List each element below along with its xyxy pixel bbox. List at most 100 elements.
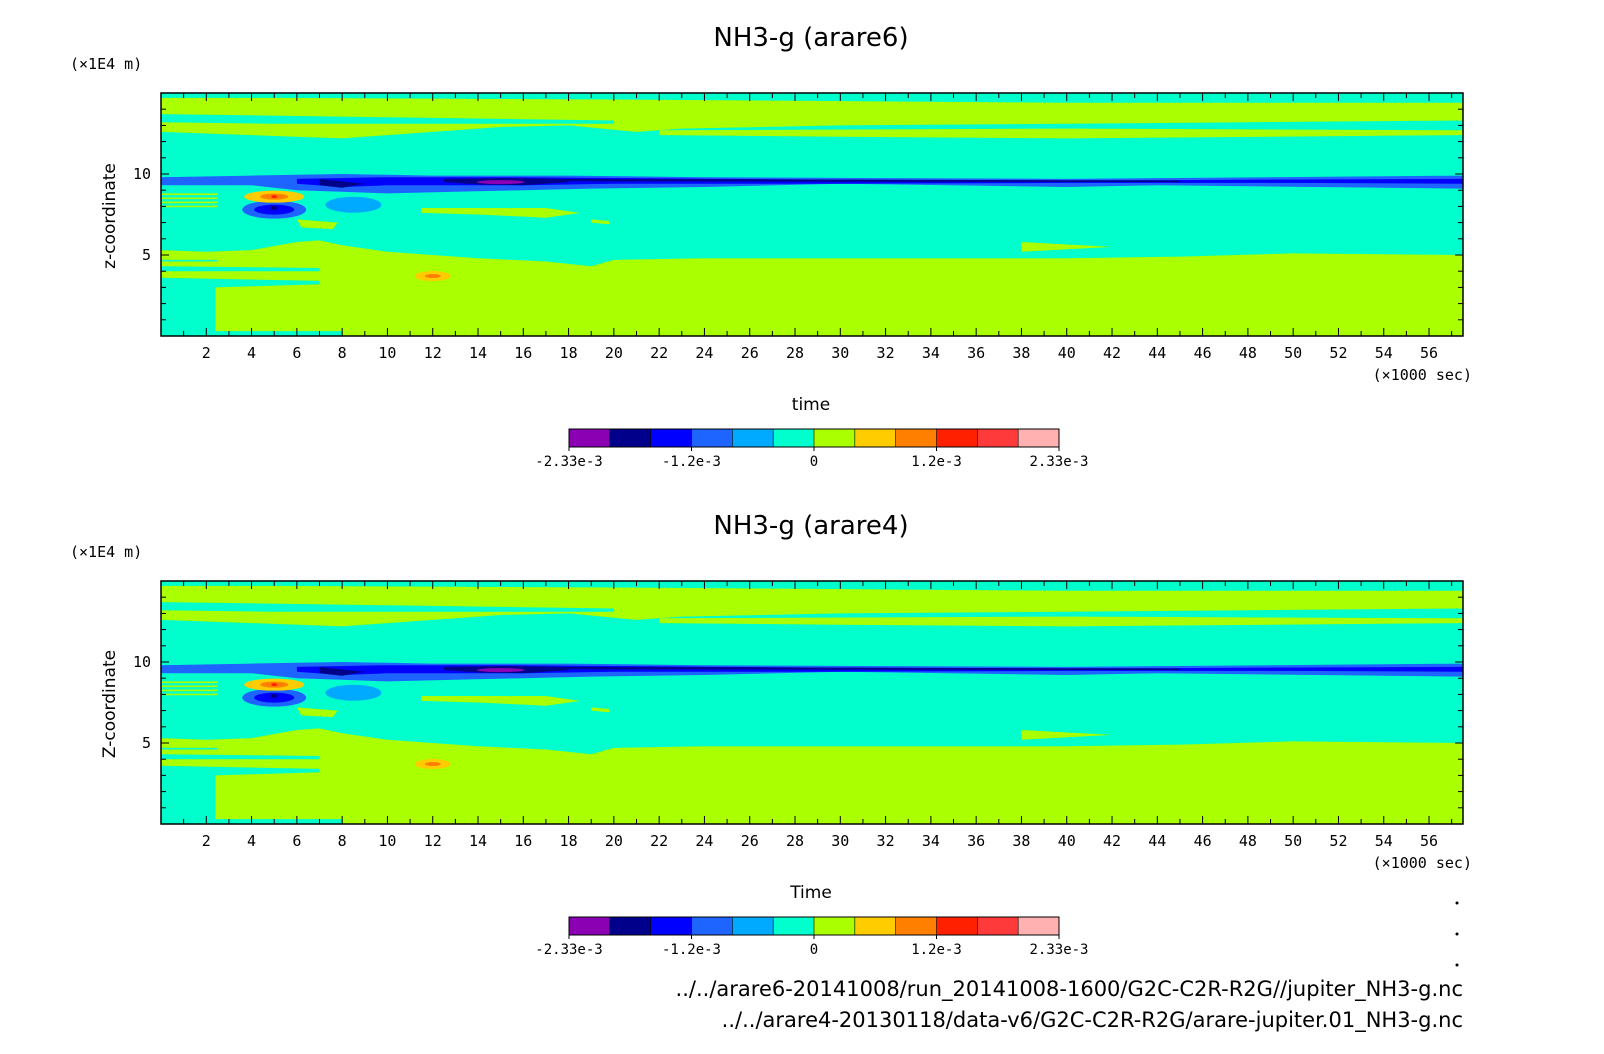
x-tick-label: 12 <box>424 344 442 362</box>
contour-band-lime <box>659 616 1463 627</box>
x-tick-label: 10 <box>378 832 396 850</box>
contour-plot-area: 2 4 6 8 10 12 14 16 18 20 22 24 26 28 30 32 34 36 38 40 42 44… <box>133 92 1464 362</box>
x-tick-label: 56 <box>1420 832 1438 850</box>
contour-band-cyan <box>161 277 320 336</box>
contour-band-cyan <box>161 114 614 124</box>
colorbar: -2.33e-3 -1.2e-3 0 1.2e-3 2.33e-3 <box>535 428 1089 470</box>
x-tick-label: 30 <box>831 344 849 362</box>
contour-band-lime <box>421 208 580 218</box>
y-unit-label: (×1E4 m) <box>70 543 142 561</box>
plot-frame <box>160 92 1464 337</box>
x-tick-label: 20 <box>605 832 623 850</box>
x-tick-label: 56 <box>1420 344 1438 362</box>
colorbar-swatch <box>732 429 774 447</box>
x-tick-label: 22 <box>650 832 668 850</box>
x-tick-label: 48 <box>1239 832 1257 850</box>
contour-band-cyan <box>161 765 320 824</box>
contour-band-lime <box>161 693 218 696</box>
colorbar-swatch <box>691 429 733 447</box>
colorbar-swatch <box>895 429 937 447</box>
colorbar-swatch <box>773 429 815 447</box>
colorbar-tick-label: 1.2e-3 <box>911 942 962 958</box>
contour-band-lime <box>161 681 218 684</box>
colorbar-tick-label: -2.33e-3 <box>535 942 602 958</box>
colorbar-swatch <box>854 917 897 935</box>
x-tick-label: 4 <box>247 344 256 362</box>
contour-band-lime <box>296 707 338 718</box>
marker-dot <box>1455 963 1459 967</box>
contour-cell-purple <box>476 180 525 185</box>
x-tick-label: 32 <box>877 344 895 362</box>
x-tick-label: 52 <box>1329 832 1347 850</box>
x-tick-label: 18 <box>560 832 578 850</box>
x-tick-label: 30 <box>831 832 849 850</box>
contour-cell-red <box>271 683 278 687</box>
colorbar-tick-label: 0 <box>810 942 818 958</box>
x-tick-label: 12 <box>424 832 442 850</box>
x-tick-label: 40 <box>1058 832 1076 850</box>
colorbar-swatch <box>650 429 692 447</box>
contour-band-lime <box>591 219 610 225</box>
x-unit-label: (×1000 sec) <box>1373 854 1472 872</box>
contour-cell-navy <box>270 206 279 211</box>
contour-cell-purple <box>476 668 525 673</box>
x-tick-label: 24 <box>695 344 713 362</box>
colorbar-swatch <box>609 917 652 935</box>
x-axis-label: Time <box>789 883 832 903</box>
x-tick-label: 18 <box>560 344 578 362</box>
x-tick-label: 46 <box>1194 344 1212 362</box>
contour-band-navy <box>319 178 365 188</box>
x-tick-label: 36 <box>967 832 985 850</box>
x-tick-label: 52 <box>1329 344 1347 362</box>
contour-band-cyan <box>161 581 1463 591</box>
x-tick-label: 54 <box>1375 832 1393 850</box>
y-unit-label: (×1E4 m) <box>70 55 142 73</box>
chart-title: NH3-g (arare4) <box>713 511 908 541</box>
x-tick-label: 2 <box>202 832 211 850</box>
x-tick-label: 50 <box>1284 344 1302 362</box>
contour-band-lime <box>161 205 218 208</box>
colorbar-swatch <box>1018 917 1060 935</box>
contour-band-cyan <box>161 180 1463 267</box>
colorbar-tick-label: 2.33e-3 <box>1029 454 1088 470</box>
x-tick-label: 48 <box>1239 344 1257 362</box>
colorbar-swatch <box>977 917 1019 935</box>
contour-band-lime <box>1021 730 1112 740</box>
colorbar-swatch <box>732 917 774 935</box>
colorbar-tick-label: 1.2e-3 <box>911 454 962 470</box>
chart-title: NH3-g (arare6) <box>713 23 908 53</box>
colorbar-swatch <box>691 917 733 935</box>
colorbar-tick-label: -2.33e-3 <box>535 454 602 470</box>
x-tick-label: 44 <box>1148 344 1166 362</box>
x-tick-label: 42 <box>1103 344 1121 362</box>
x-unit-label: (×1000 sec) <box>1373 366 1472 384</box>
x-tick-label: 32 <box>877 832 895 850</box>
colorbar-swatch <box>936 429 978 447</box>
contour-band-lime <box>161 689 218 692</box>
contour-band-navy <box>319 666 365 676</box>
marker-dot <box>1455 932 1459 936</box>
colorbar-swatch <box>814 917 856 935</box>
contour-band-lime <box>161 685 218 688</box>
x-tick-label: 20 <box>605 344 623 362</box>
x-tick-label: 38 <box>1012 344 1030 362</box>
x-tick-label: 46 <box>1194 832 1212 850</box>
colorbar-swatch <box>1018 429 1060 447</box>
y-tick-label: 10 <box>133 653 151 671</box>
x-tick-label: 26 <box>741 832 759 850</box>
x-tick-label: 40 <box>1058 344 1076 362</box>
colorbar-tick-label: -1.2e-3 <box>662 454 721 470</box>
contour-band-cyan <box>161 602 614 612</box>
x-tick-label: 36 <box>967 344 985 362</box>
x-tick-label: 28 <box>786 344 804 362</box>
contour-cell-light-blue <box>325 684 382 701</box>
x-tick-label: 14 <box>469 832 487 850</box>
file-path-arare6: ../../arare6-20141008/run_20141008-1600/… <box>676 977 1463 1002</box>
colorbar-swatch <box>609 429 652 447</box>
x-tick-label: 44 <box>1148 832 1166 850</box>
x-tick-label: 16 <box>514 832 532 850</box>
plot-frame <box>160 580 1464 825</box>
contour-band-lime <box>161 201 218 204</box>
marker-dot <box>1455 901 1459 905</box>
contour-cell-orange <box>424 762 441 767</box>
